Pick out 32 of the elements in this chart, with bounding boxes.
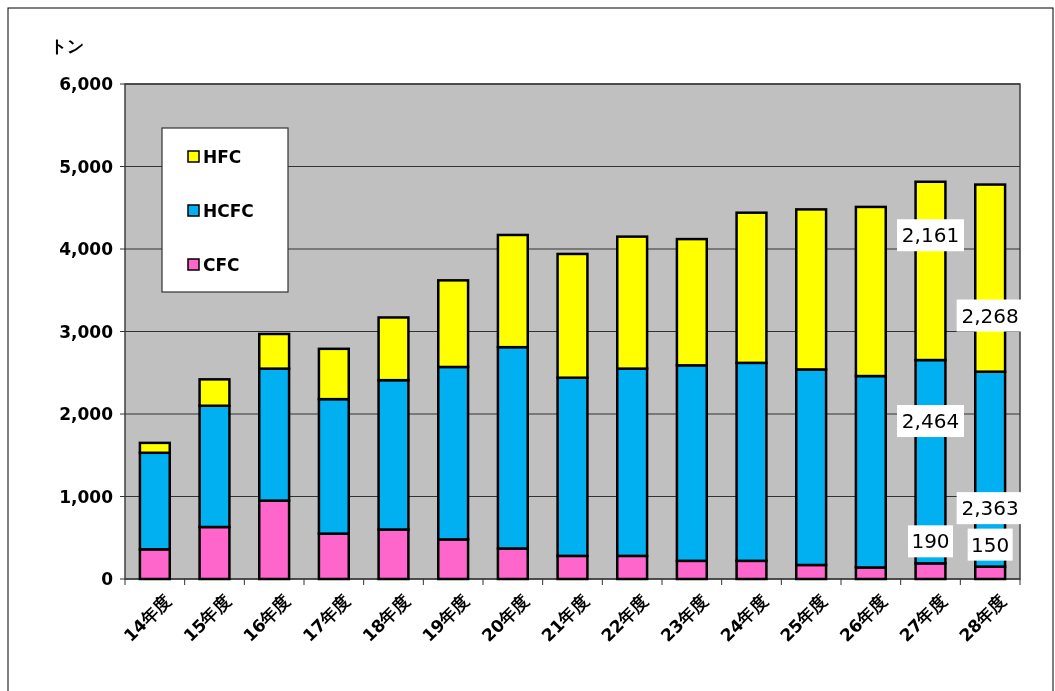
data-label: 2,464	[901, 409, 960, 434]
x-tick-label: 25年度	[776, 590, 832, 646]
x-tick-label: 19年度	[418, 590, 474, 646]
x-tick-label: 24年度	[716, 590, 772, 646]
x-tick-label: 26年度	[835, 590, 891, 646]
y-tick-label: 2,000	[59, 404, 114, 424]
x-tick-label: 15年度	[179, 590, 235, 646]
x-tick-label: 23年度	[656, 590, 712, 646]
legend-label: CFC	[203, 255, 240, 275]
y-tick-label: 0	[101, 569, 114, 589]
x-tick-label: 18年度	[358, 590, 414, 646]
y-tick-label: 5,000	[59, 156, 114, 177]
y-tick-label: 1,000	[59, 486, 114, 507]
y-tick-label: 6,000	[59, 74, 114, 94]
x-tick-label: 21年度	[537, 590, 593, 646]
x-tick-label: 27年度	[895, 590, 951, 646]
y-tick-label: 3,000	[59, 321, 114, 342]
y-axis-title: トン	[50, 36, 84, 56]
legend-label: HCFC	[203, 201, 254, 221]
data-label: 2,268	[961, 303, 1019, 328]
data-label: 2,363	[961, 496, 1019, 521]
x-tick-label: 14年度	[119, 590, 175, 646]
legend-label: HFC	[203, 147, 242, 167]
x-tick-label: 20年度	[477, 590, 533, 646]
data-label: 150	[971, 532, 1010, 557]
data-label: 190	[911, 529, 950, 554]
data-label: 2,161	[901, 223, 960, 248]
y-tick-label: 4,000	[59, 239, 114, 259]
x-tick-label: 17年度	[298, 590, 354, 646]
x-tick-label: 16年度	[239, 590, 295, 646]
x-tick-label: 28年度	[955, 590, 1011, 646]
x-tick-label: 22年度	[597, 590, 653, 646]
